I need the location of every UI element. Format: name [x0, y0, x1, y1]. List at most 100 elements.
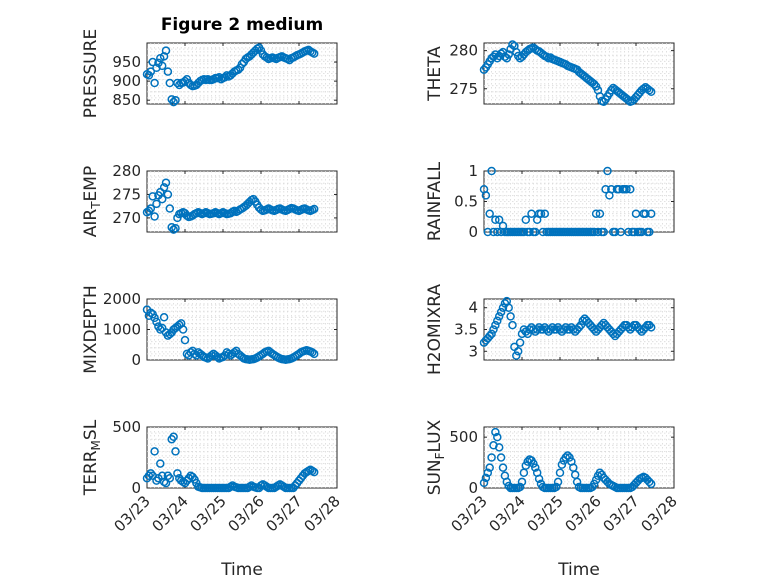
plot-area [146, 42, 338, 105]
data-point [481, 473, 491, 483]
data-point [180, 335, 190, 345]
data-point [513, 51, 523, 61]
data-point [572, 477, 582, 487]
data-point [515, 482, 525, 492]
x-tick-label: 03/24 [486, 492, 529, 535]
data-point [593, 227, 603, 237]
data-point [508, 40, 517, 49]
data-point [646, 209, 656, 218]
data-point [641, 209, 650, 218]
data-point [521, 215, 531, 225]
y-axis-label: MIXDEPTH [81, 285, 101, 374]
data-point [536, 209, 546, 218]
data-point [645, 227, 654, 237]
y-axis-label: SUNFLUX [425, 419, 447, 495]
data-point [508, 320, 517, 330]
y-tick-label: 280 [112, 162, 141, 180]
data-point [525, 227, 534, 237]
data-point [150, 212, 159, 221]
data-point [494, 215, 504, 225]
data-point [546, 325, 555, 334]
data-point [159, 313, 169, 322]
y-tick-label: 0.5 [454, 193, 478, 211]
data-point [624, 227, 633, 237]
subplot-h2omixra: 3 3.5 4 H2OMIXRA [425, 284, 675, 375]
data-point [144, 206, 154, 216]
data-point [308, 348, 317, 357]
y-axis-label: TERRMSL [81, 419, 103, 496]
data-point [163, 67, 173, 76]
y-axis-label: PRESSURE [81, 29, 101, 118]
data-point [165, 473, 175, 483]
data-point [171, 447, 180, 456]
data-point [645, 320, 654, 330]
data-point [213, 352, 222, 362]
data-point [531, 463, 540, 472]
y-tick-label: 500 [449, 428, 478, 446]
data-point [561, 453, 570, 462]
data-point [496, 307, 506, 317]
data-point [513, 347, 523, 356]
data-point [224, 349, 233, 359]
data-point [565, 453, 574, 462]
data-point [173, 469, 182, 478]
y-axis-label: RAINFALL [425, 161, 445, 241]
data-point [494, 443, 504, 452]
x-tick-label: 03/26 [225, 492, 268, 535]
data-point [529, 459, 538, 468]
data-point [487, 166, 496, 176]
x-axis-label-left: Time [220, 560, 263, 580]
data-point [483, 227, 493, 237]
data-point [591, 475, 601, 485]
data-point [146, 67, 156, 76]
y-tick-label: 0 [468, 223, 478, 241]
data-point [148, 57, 157, 67]
subplot-airtemp: 270 275 280 AIRTEMP [81, 162, 338, 237]
data-point [496, 453, 506, 462]
data-point [646, 479, 656, 489]
data-point [515, 338, 525, 347]
x-tick-label: 03/23 [111, 492, 154, 535]
y-tick-label: 900 [112, 72, 141, 90]
data-point [489, 52, 498, 61]
data-point [169, 225, 178, 234]
data-point [595, 209, 605, 218]
subplot-rainfall: 0 0.5 1 RAINFALL [425, 161, 675, 241]
data-point [512, 351, 521, 360]
y-tick-label: 275 [449, 80, 478, 98]
y-tick-label: 3.5 [454, 321, 478, 339]
data-point [182, 211, 192, 220]
data-point [479, 478, 489, 488]
y-tick-label: 1 [468, 162, 478, 180]
y-tick-label: 275 [112, 185, 141, 203]
data-point [171, 224, 180, 233]
y-axis-label: H2OMIXRA [425, 284, 445, 375]
data-point [169, 432, 178, 442]
data-point [504, 50, 513, 59]
data-point [646, 323, 656, 332]
figure-title: Figure 2 medium [161, 15, 323, 35]
data-point [603, 166, 612, 176]
data-point [150, 313, 159, 323]
data-point [491, 427, 500, 437]
data-point [167, 223, 176, 232]
data-point [534, 474, 544, 484]
data-point [214, 73, 224, 82]
x-tick-label: 03/28 [638, 492, 681, 535]
data-point [165, 204, 175, 213]
data-point [150, 447, 159, 456]
data-point [622, 185, 631, 194]
data-point [148, 192, 157, 201]
x-tick-label: 03/28 [301, 492, 344, 535]
y-tick-label: 0 [131, 479, 141, 497]
data-point [494, 312, 504, 321]
data-point [487, 453, 496, 462]
y-tick-label: 1000 [103, 321, 141, 339]
data-point [171, 95, 180, 105]
y-tick-label: 850 [112, 91, 141, 109]
data-point [498, 303, 508, 312]
data-point [521, 461, 531, 470]
data-point [626, 185, 635, 194]
data-point [152, 199, 161, 209]
